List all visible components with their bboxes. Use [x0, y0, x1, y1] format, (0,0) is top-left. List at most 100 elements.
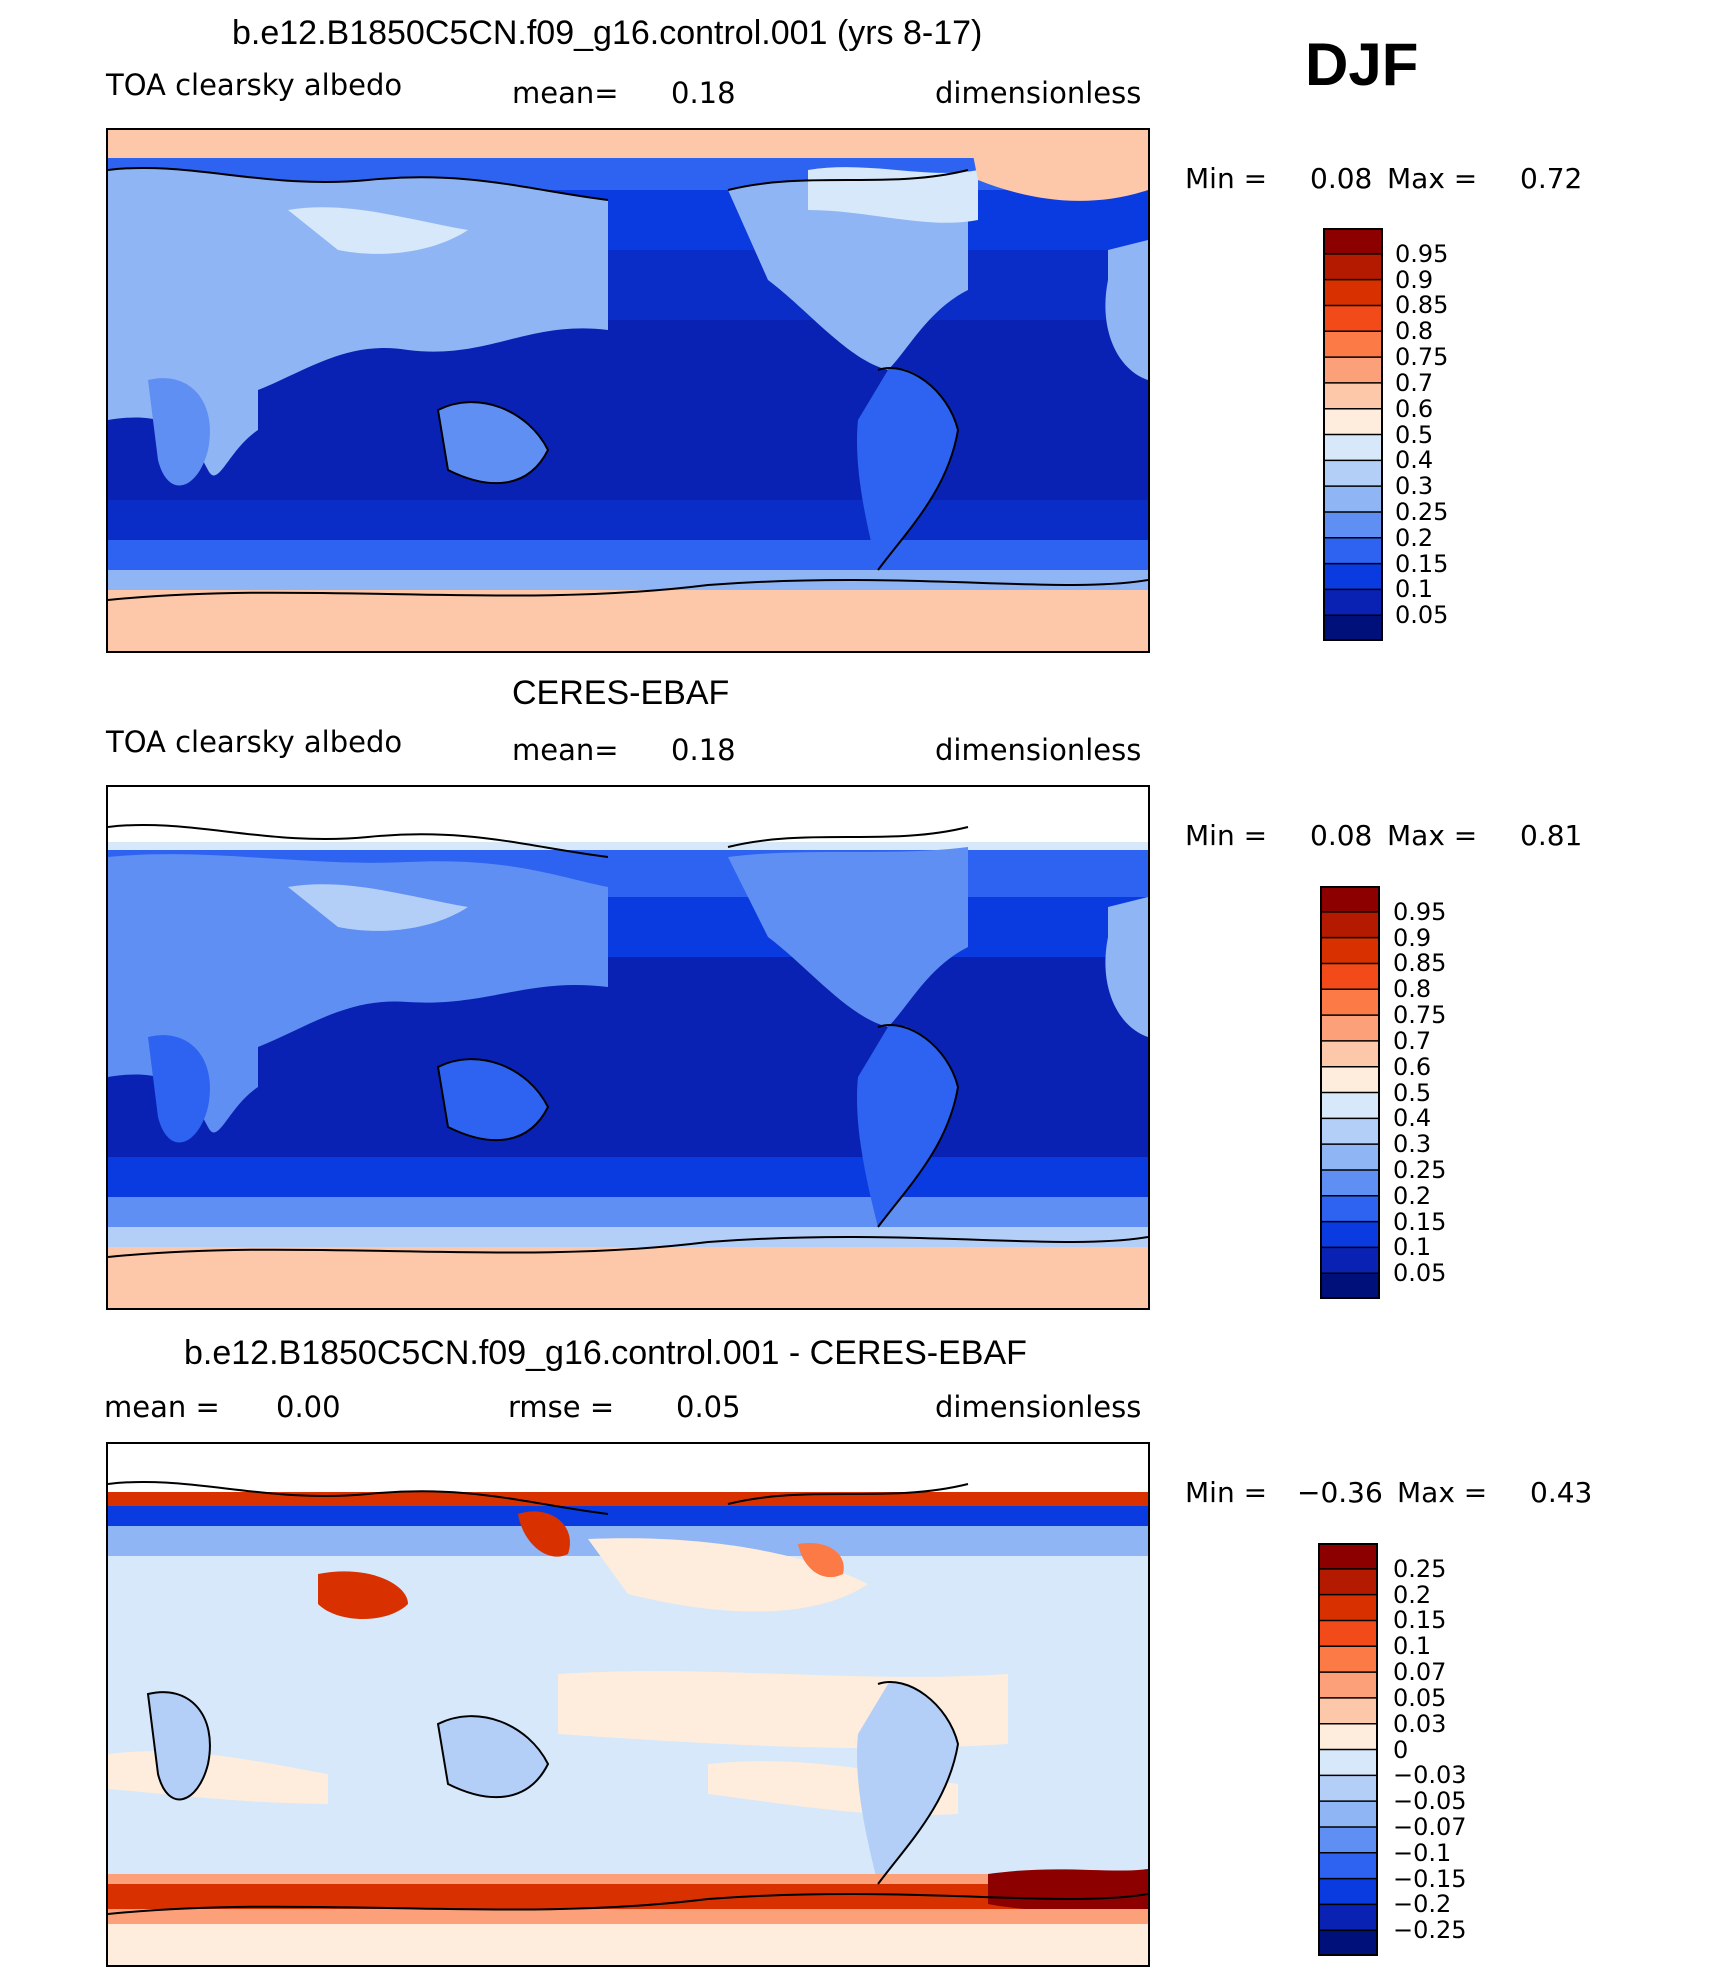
colorbar-tick-label: −0.05: [1393, 1787, 1467, 1816]
colorbar-tick-label: 0.8: [1393, 975, 1432, 1004]
colorbar-tick-label: 0.1: [1395, 575, 1434, 604]
colorbar-tick-label: 0.07: [1393, 1658, 1447, 1687]
colorbar-swatch: [1323, 305, 1383, 332]
colorbar-swatch: [1323, 486, 1383, 513]
colorbar-swatch: [1323, 434, 1383, 461]
colorbar-border: [1318, 1543, 1378, 1956]
colorbar-tick-label: −0.2: [1393, 1890, 1452, 1919]
colorbar-tick-label: 0.75: [1393, 1001, 1447, 1030]
panel3-mean-value: 0.00: [276, 1390, 341, 1424]
colorbar-tick-label: 0.4: [1395, 446, 1434, 475]
colorbar-swatch: [1323, 615, 1383, 641]
colorbar-swatch: [1318, 1672, 1378, 1699]
panel3-title: b.e12.B1850C5CN.f09_g16.control.001 - CE…: [184, 1334, 1027, 1372]
panel3-rmse-label: rmse =: [508, 1390, 615, 1424]
colorbar-swatch: [1318, 1878, 1378, 1905]
panel3-units: dimensionless: [935, 1390, 1142, 1424]
colorbar-tick-label: 0.7: [1395, 368, 1434, 397]
colorbar-swatch: [1318, 1646, 1378, 1673]
colorbar-tick-label: 0.85: [1393, 949, 1447, 978]
colorbar-swatch: [1318, 1620, 1378, 1647]
colorbar-swatch: [1318, 1543, 1378, 1570]
colorbar-swatch: [1318, 1826, 1378, 1854]
colorbar-tick-label: 0.15: [1393, 1606, 1447, 1635]
panel1-max-label: Max =: [1387, 162, 1478, 195]
colorbar-tick-label: 0.15: [1395, 549, 1449, 578]
colorbar-border: [1320, 886, 1380, 1299]
colorbar-swatch: [1318, 1930, 1378, 1956]
colorbar-swatch: [1323, 331, 1383, 358]
colorbar-tick-label: −0.25: [1393, 1916, 1467, 1945]
panel1-map-svg: [108, 130, 1148, 651]
colorbar-swatch: [1320, 1169, 1380, 1197]
panel2-mean-value: 0.18: [671, 733, 736, 767]
colorbar-swatch: [1320, 1221, 1380, 1248]
colorbar-tick-label: 0.9: [1393, 923, 1432, 952]
colorbar-swatch: [1320, 1144, 1380, 1171]
panel3-map-svg: [108, 1444, 1148, 1965]
panel2-variable: TOA clearsky albedo: [106, 725, 403, 759]
colorbar-swatch: [1323, 511, 1383, 539]
colorbar-tick-label: 0.2: [1395, 523, 1434, 552]
panel1-map: [106, 128, 1150, 653]
panel2-units: dimensionless: [935, 733, 1142, 767]
panel2-map: [106, 785, 1150, 1310]
colorbar-swatch: [1318, 1697, 1378, 1725]
colorbar-swatch: [1320, 963, 1380, 990]
colorbar-border: [1323, 228, 1383, 641]
colorbar-swatch: [1318, 1852, 1378, 1880]
panel1-title: b.e12.B1850C5CN.f09_g16.control.001 (yrs…: [232, 14, 983, 52]
colorbar-tick-label: −0.07: [1393, 1812, 1467, 1841]
colorbar-swatch: [1320, 1273, 1380, 1299]
panel1-min-value: 0.08: [1310, 162, 1373, 195]
panel3-colorbar: [1318, 1543, 1378, 1956]
colorbar-swatch: [1320, 1247, 1380, 1274]
colorbar-tick-label: 0.8: [1395, 317, 1434, 346]
colorbar-swatch: [1323, 408, 1383, 435]
colorbar-swatch: [1320, 886, 1380, 913]
colorbar-tick-label: 0.5: [1393, 1078, 1432, 1107]
colorbar-swatch: [1323, 228, 1383, 255]
panel3-rmse-value: 0.05: [676, 1390, 741, 1424]
colorbar-tick-label: 0.5: [1395, 420, 1434, 449]
panel2-mean-label: mean=: [512, 733, 619, 767]
colorbar-tick-label: 0.05: [1395, 601, 1449, 630]
colorbar-tick-label: 0.3: [1393, 1130, 1432, 1159]
colorbar-swatch: [1320, 1092, 1380, 1119]
panel1-units: dimensionless: [935, 76, 1142, 110]
colorbar-swatch: [1318, 1904, 1378, 1931]
colorbar-tick-label: 0.2: [1393, 1181, 1432, 1210]
season-label: DJF: [1305, 31, 1419, 98]
colorbar-swatch: [1323, 589, 1383, 616]
colorbar-tick-label: −0.03: [1393, 1761, 1467, 1790]
panel1-variable: TOA clearsky albedo: [106, 68, 403, 102]
colorbar-tick-label: 0.9: [1395, 265, 1434, 294]
colorbar-swatch: [1320, 1066, 1380, 1093]
colorbar-swatch: [1318, 1594, 1378, 1621]
colorbar-tick-label: 0.15: [1393, 1207, 1447, 1236]
panel1-min-label: Min =: [1185, 162, 1268, 195]
colorbar-tick-label: 0.95: [1395, 239, 1449, 268]
colorbar-tick-label: 0.3: [1395, 472, 1434, 501]
panel1-mean-value: 0.18: [671, 76, 736, 110]
colorbar-swatch: [1320, 1015, 1380, 1042]
colorbar-swatch: [1318, 1568, 1378, 1596]
colorbar-tick-label: 0.05: [1393, 1259, 1447, 1288]
colorbar-tick-label: 0.85: [1395, 291, 1449, 320]
panel3-min-label: Min =: [1185, 1476, 1268, 1509]
panel1-colorbar-svg: [1323, 228, 1383, 641]
colorbar-tick-label: 0.1: [1393, 1632, 1432, 1661]
colorbar-tick-label: 0.2: [1393, 1580, 1432, 1609]
panel1-colorbar: [1323, 228, 1383, 641]
colorbar-swatch: [1318, 1749, 1378, 1776]
colorbar-tick-label: 0.25: [1393, 1155, 1447, 1184]
panel3-colorbar-svg: [1318, 1543, 1378, 1956]
panel2-max-value: 0.81: [1520, 819, 1583, 852]
panel2-min-label: Min =: [1185, 819, 1268, 852]
panel2-map-svg: [108, 787, 1148, 1308]
colorbar-tick-label: 0.4: [1393, 1104, 1432, 1133]
panel2-colorbar-svg: [1320, 886, 1380, 1299]
colorbar-tick-label: 0.75: [1395, 343, 1449, 372]
colorbar-tick-label: 0.6: [1395, 394, 1434, 423]
colorbar-swatch: [1323, 279, 1383, 306]
